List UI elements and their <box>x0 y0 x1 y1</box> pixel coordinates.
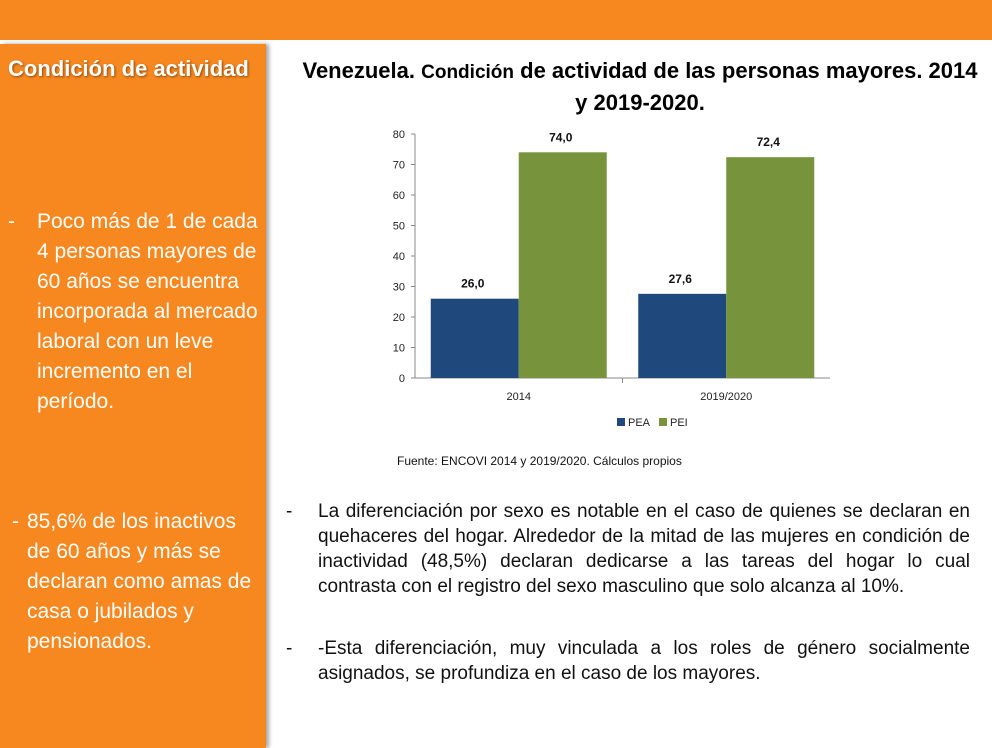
y-tick-label: 20 <box>393 312 405 324</box>
y-tick-label: 80 <box>393 129 405 141</box>
bullet-text: -Esta diferenciación, muy vinculada a lo… <box>318 638 970 684</box>
bullet-text: Poco más de 1 de cada 4 personas mayores… <box>37 210 258 413</box>
bullet-dash: - <box>286 638 293 659</box>
bullet-dash: - <box>12 510 19 533</box>
sidebar-title: Condición de actividad <box>8 56 249 81</box>
chart-title-rest: de actividad de las personas mayores. 20… <box>520 58 978 115</box>
bar-pea <box>430 298 519 378</box>
chart-title-sub: Condición <box>421 62 515 83</box>
chart-title-country: Venezuela. <box>302 58 415 83</box>
top-banner <box>0 0 992 40</box>
bar-pei <box>726 157 815 378</box>
bar-chart: 0 10 20 30 40 50 60 70 80 26,0 74,0 2014 27,6 72,4 201… <box>393 129 830 429</box>
legend-label-pei: PEI <box>670 417 688 429</box>
y-tick-label: 40 <box>393 251 405 263</box>
bullet-dash: - <box>286 501 293 522</box>
body-bullet-2: - -Esta diferenciación, muy vinculada a … <box>286 636 970 686</box>
y-tick-label: 70 <box>393 160 405 172</box>
x-tick-label: 2014 <box>507 391 531 403</box>
y-tick-label: 30 <box>393 282 405 294</box>
sidebar-bullet-1: - Poco más de 1 de cada 4 personas mayor… <box>8 207 258 417</box>
y-tick-label: 50 <box>393 221 405 233</box>
y-tick-label: 0 <box>399 373 405 385</box>
data-label: 72,4 <box>757 135 781 149</box>
data-label: 26,0 <box>461 277 485 291</box>
data-label: 74,0 <box>549 130 573 144</box>
bullet-text: La diferenciación por sexo es notable en… <box>318 501 970 597</box>
y-tick-label: 60 <box>393 190 405 202</box>
sidebar-panel: Condición de actividad - Poco más de 1 d… <box>0 44 266 748</box>
bar-pei <box>518 152 607 378</box>
sidebar-bullet-2: - 85,6% de los inactivos de 60 años y má… <box>12 507 262 657</box>
x-tick-label: 2019/2020 <box>700 391 752 403</box>
bullet-text: 85,6% de los inactivos de 60 años y más … <box>27 510 252 653</box>
bullet-dash: - <box>8 210 15 233</box>
bar-pea <box>638 293 727 378</box>
legend-label-pea: PEA <box>628 417 651 429</box>
data-label: 27,6 <box>669 272 693 286</box>
body-bullet-1: - La diferenciación por sexo es notable … <box>286 499 970 599</box>
legend-swatch-pei <box>659 418 667 426</box>
source-note: Fuente: ENCOVI 2014 y 2019/2020. Cálculo… <box>397 454 682 468</box>
chart-title: Venezuela. Condición de actividad de las… <box>300 56 980 118</box>
legend-swatch-pea <box>617 418 625 426</box>
y-tick-label: 10 <box>393 343 405 355</box>
